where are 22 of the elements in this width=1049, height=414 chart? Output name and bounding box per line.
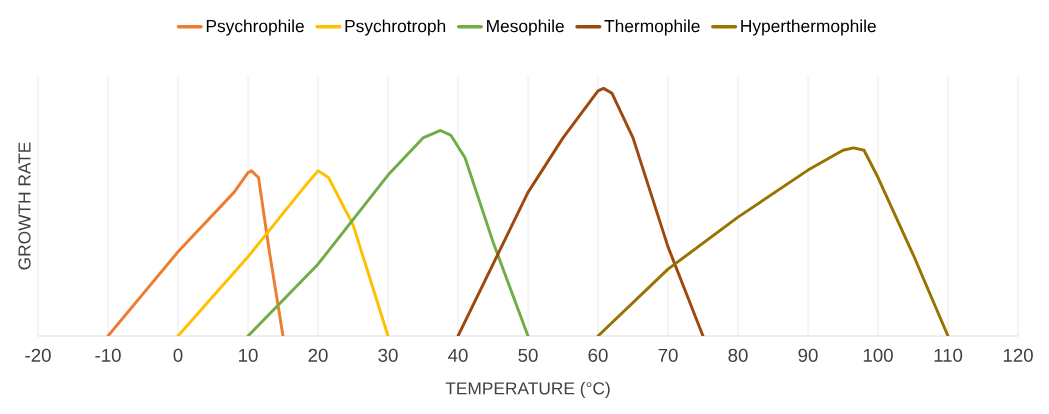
x-tick-label: 50 bbox=[518, 348, 538, 362]
legend-label: Thermophile bbox=[604, 19, 700, 36]
x-tick-label: 100 bbox=[863, 348, 893, 362]
legend-label: Psychrotroph bbox=[345, 19, 446, 36]
legend-label: Psychrophile bbox=[206, 19, 304, 36]
x-tick-label: 20 bbox=[308, 348, 328, 362]
x-tick-label: 80 bbox=[728, 348, 748, 362]
x-tick-label: 70 bbox=[658, 348, 678, 362]
legend-label: Mesophile bbox=[487, 19, 564, 36]
legend-label: Hyperthermophile bbox=[741, 19, 876, 36]
x-tick-label: 40 bbox=[448, 348, 468, 362]
x-tick-label: 110 bbox=[934, 348, 963, 362]
x-tick-label: 0 bbox=[173, 348, 183, 362]
x-tick-label: 120 bbox=[1003, 348, 1033, 362]
x-tick-label: 10 bbox=[239, 348, 258, 362]
x-tick-label: 60 bbox=[588, 348, 608, 362]
x-tick-label: -20 bbox=[25, 348, 51, 362]
x-tick-label: -10 bbox=[95, 348, 121, 362]
x-tick-label: 30 bbox=[378, 348, 398, 362]
y-axis-title: GROWTH RATE bbox=[18, 142, 31, 270]
x-axis-title: TEMPERATURE (°C) bbox=[445, 381, 610, 398]
x-tick-label: 90 bbox=[798, 348, 818, 362]
